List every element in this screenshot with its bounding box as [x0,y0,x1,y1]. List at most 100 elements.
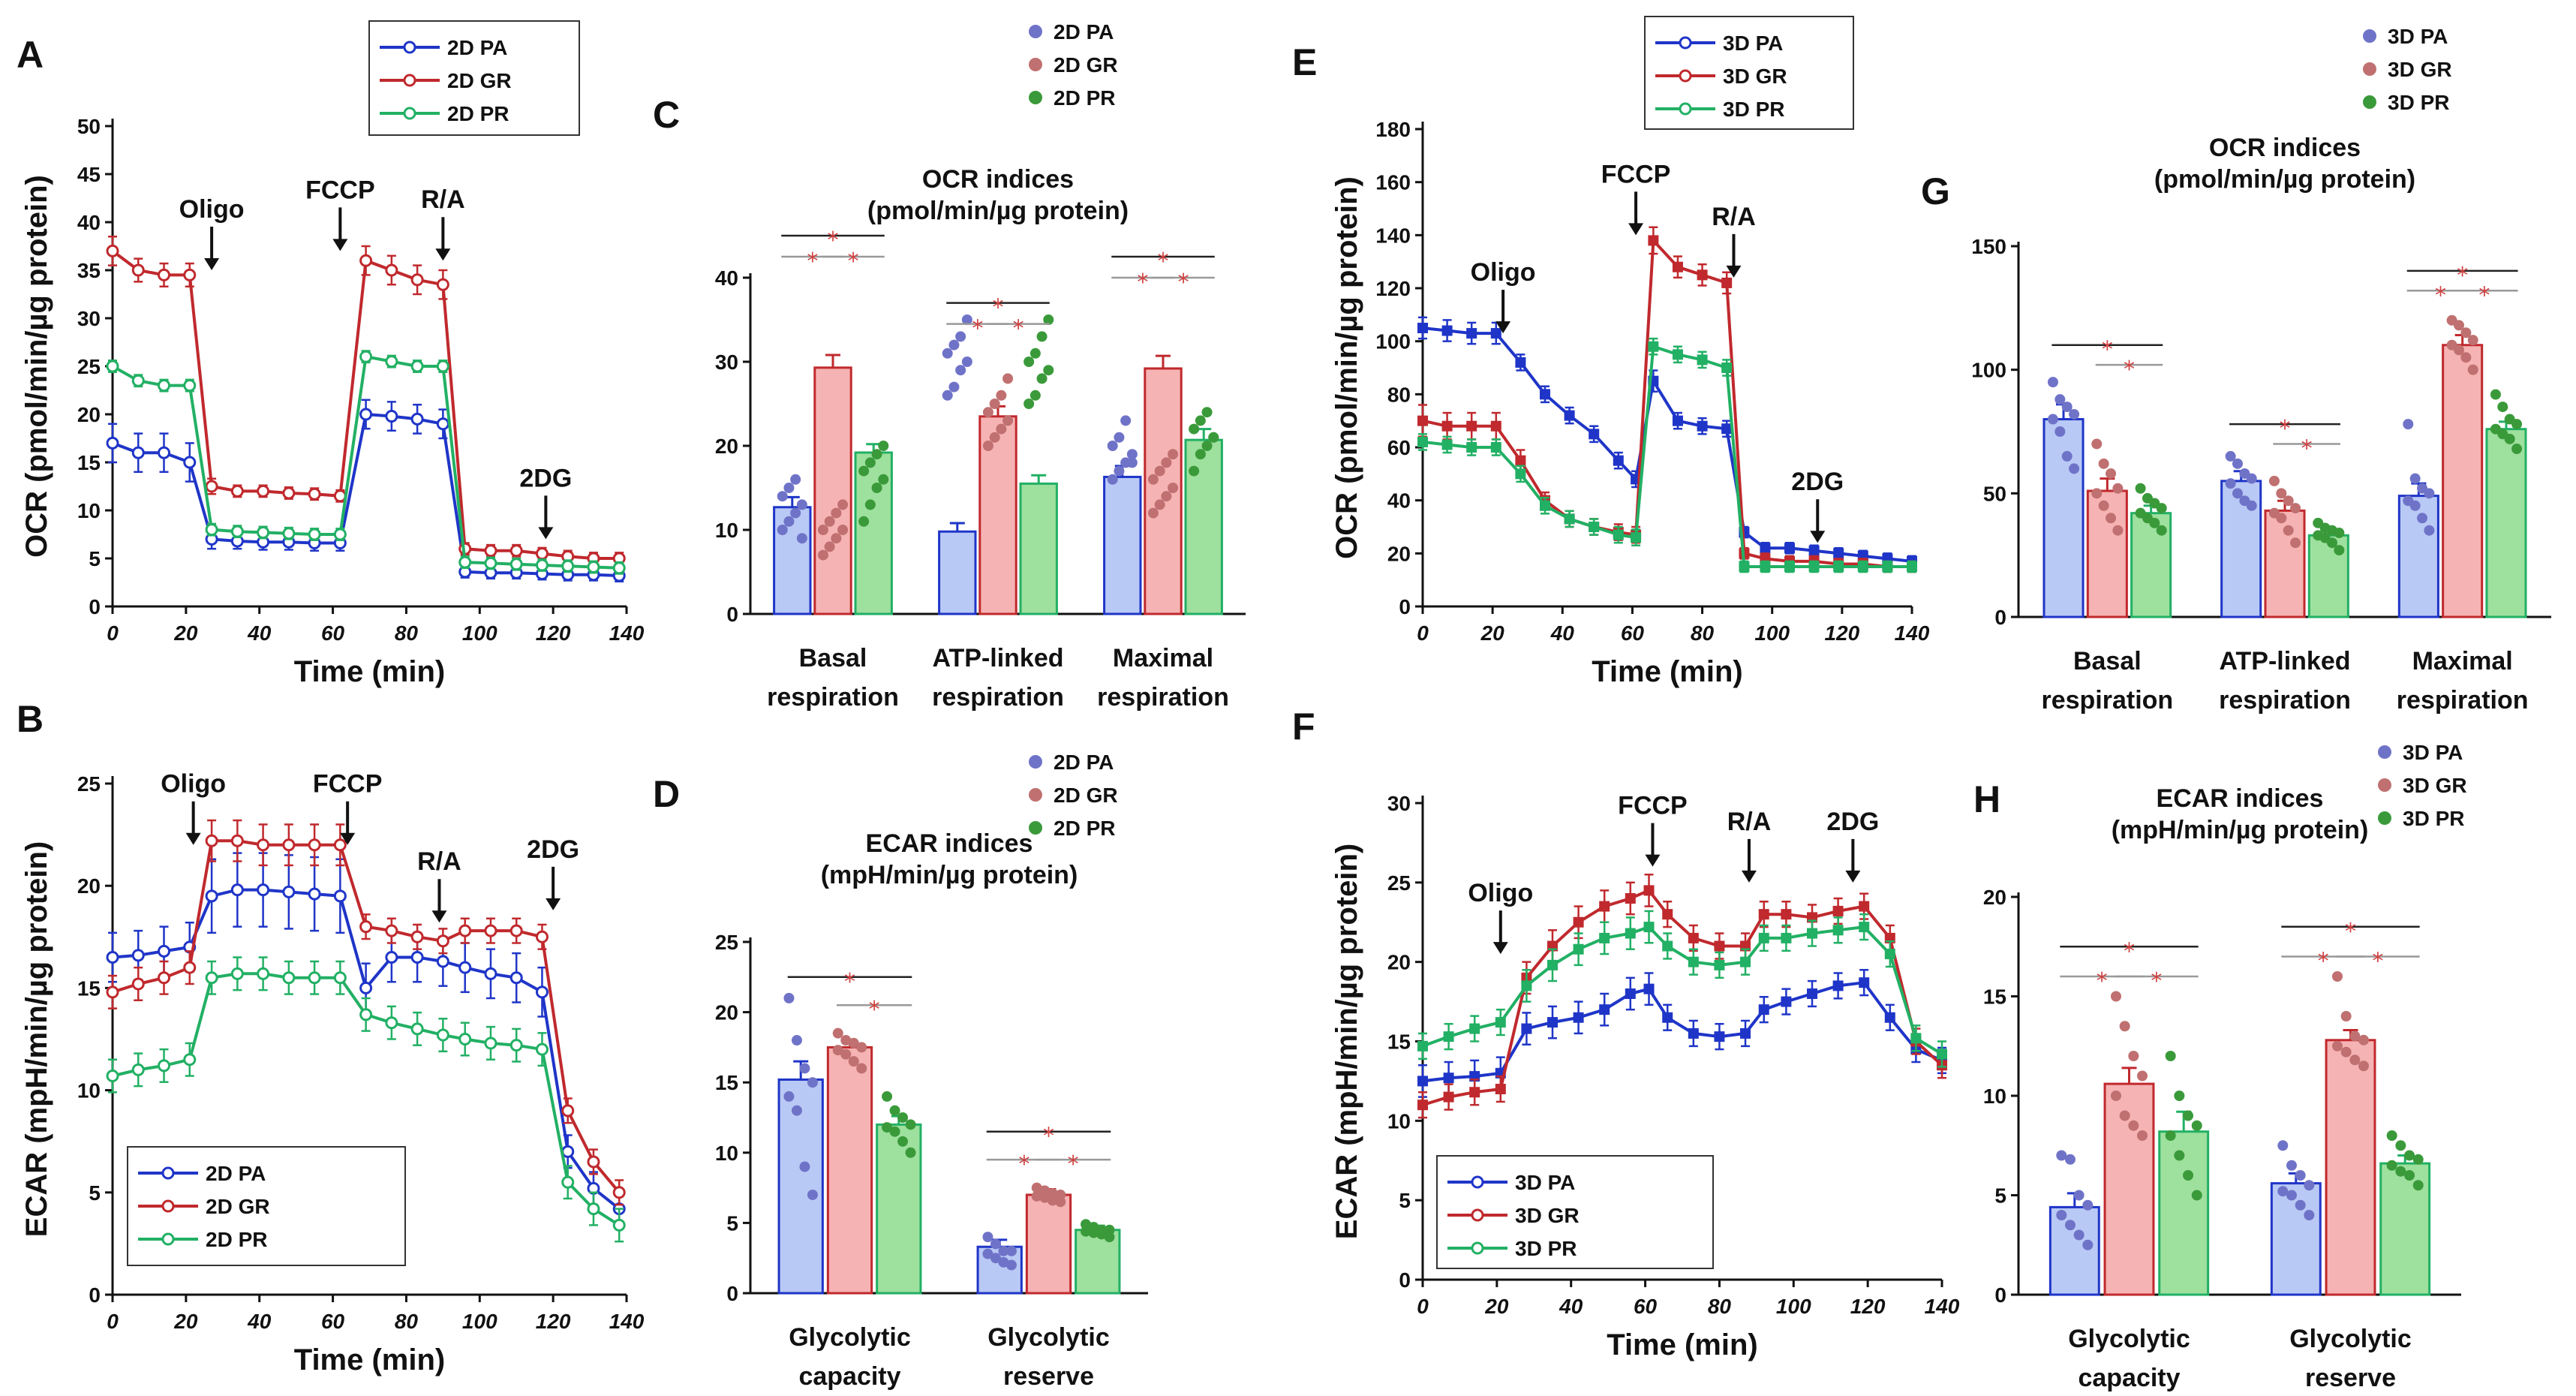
data-dot [897,1112,909,1123]
data-dot [982,1232,993,1243]
data-point [1648,341,1659,352]
data-point [587,1202,600,1216]
bar [2103,1082,2155,1296]
data-point [205,834,218,847]
data-dot [2453,320,2464,331]
data-dot [961,357,972,367]
data-point [333,528,347,541]
data-point [535,930,549,943]
data-dot [2334,528,2345,539]
data-point [410,360,424,373]
data-dot [1168,449,1179,460]
category-label: Basal [2073,647,2142,675]
data-dot [2054,394,2066,405]
data-dot [882,1122,893,1133]
bar [2307,534,2349,618]
data-point [158,944,170,958]
y-tick-label: 20 [715,1001,738,1024]
legend: 2D PA 2D GR 2D PR [1029,751,1118,840]
data-dot [961,314,972,325]
significance-star: * [2151,968,2162,994]
legend: 3D PA 3D GR 3D PR [1436,1155,1714,1269]
bar-2D-GR [826,1027,873,1295]
data-dot [1195,415,1206,426]
y-tick-label: 160 [1375,171,1411,194]
data-point [359,920,373,934]
data-dot [948,381,960,393]
data-dot [2135,483,2146,494]
panel-letter-E: E [1292,41,1317,83]
data-point [458,924,472,937]
data-point [1758,932,1769,943]
significance-star: * [807,248,818,275]
x-tick-label: 140 [609,621,645,645]
data-point [1573,916,1584,928]
legend: 3D PA 3D GR 3D PR [2363,25,2452,114]
legend-label: 3D GR [2403,774,2467,797]
data-point [106,244,119,257]
data-point [1859,977,1870,988]
data-dot [777,491,788,502]
data-point [282,486,296,500]
data-point [1573,1012,1584,1023]
y-tick-label: 20 [1387,542,1411,565]
data-point [436,1028,449,1042]
data-dot [1029,390,1041,401]
bar [1184,438,1223,615]
data-dot [882,1091,893,1102]
data-point [1697,354,1708,366]
legend-label: 3D PA [1723,32,1783,55]
data-dot [2511,444,2523,455]
data-point [158,268,170,281]
data-dot [2424,488,2435,499]
category-label-line2: respiration [2219,686,2351,715]
data-point [410,930,424,943]
data-point [535,1042,549,1056]
injection-arrow-head [538,527,554,540]
category-label: ATP-linked [2219,647,2350,675]
data-dot [2358,1034,2370,1045]
panel-C: C OCR indices (pmol/min/µg protein) 0 10 20 30… [653,20,1246,712]
data-dot [807,1077,818,1088]
bar-3D-PA [2220,450,2262,618]
injection-arrow-head [1741,870,1757,883]
x-tick-label: 120 [1824,621,1859,645]
data-dot [989,432,1000,443]
data-dot [832,1045,843,1056]
data-point [183,379,197,393]
data-dot [2497,402,2508,413]
data-point [1688,932,1699,943]
data-dot [2304,1180,2315,1191]
legend-dot [2378,778,2391,792]
data-point [1808,561,1820,572]
y-tick-label: 10 [1983,1085,2006,1108]
bar-2D-PA [938,314,977,615]
y-tick-label: 20 [1983,886,2006,909]
x-axis-label: Time (min) [1592,655,1743,688]
x-tick-label: 120 [536,621,571,645]
legend-dot [1029,91,1042,104]
data-dot [837,499,849,510]
data-dot [2286,1160,2297,1171]
injection-label: 2DG [519,464,572,492]
data-point [561,559,575,573]
legend-marker [161,1166,175,1180]
data-point [1721,363,1733,373]
x-tick-label: 20 [173,1310,198,1333]
data-point [183,268,197,281]
data-dot [2183,1110,2194,1121]
data-point [230,525,244,538]
data-point [436,417,449,431]
y-tick-label: 30 [1387,792,1411,815]
injection-arrow [1645,823,1661,867]
data-dot [2091,438,2103,450]
legend-marker [1679,69,1692,83]
panel-letter-B: B [17,698,44,740]
bar-2D-PR [876,1091,922,1295]
significance-star: * [2124,938,2135,964]
data-dot [2191,1190,2202,1201]
y-tick-label: 20 [77,403,101,426]
data-point [587,561,600,574]
injection-arrow-head [435,248,451,261]
data-point [410,273,424,287]
